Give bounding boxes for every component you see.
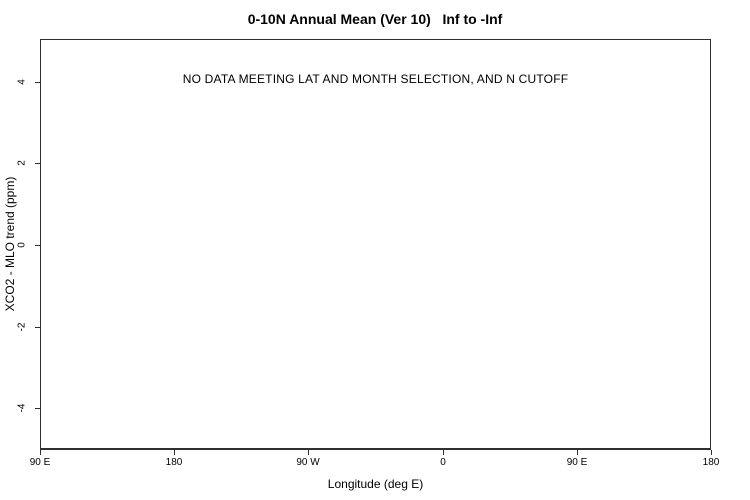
x-tick-label: 90 W [296, 457, 320, 468]
x-tick-mark [174, 450, 175, 455]
x-tick-label: 0 [440, 457, 446, 468]
y-tick-mark [35, 327, 40, 328]
y-tick-mark [35, 82, 40, 83]
plot-title: 0-10N Annual Mean (Ver 10) Inf to -Inf [247, 11, 503, 27]
x-tick-mark [40, 450, 41, 455]
y-tick-mark [35, 163, 40, 164]
x-tick-label: 90 E [29, 457, 51, 468]
x-tick-label: 90 E [566, 457, 588, 468]
x-tick-label: 180 [702, 457, 720, 468]
x-tick-label: 180 [165, 457, 183, 468]
x-tick-mark [443, 450, 444, 455]
x-axis-label: Longitude (deg E) [327, 477, 424, 491]
no-data-message: NO DATA MEETING LAT AND MONTH SELECTION,… [182, 72, 569, 86]
plot-area [40, 39, 711, 450]
y-tick-mark [35, 408, 40, 409]
x-tick-mark [711, 450, 712, 455]
x-tick-mark [577, 450, 578, 455]
y-tick-mark [35, 245, 40, 246]
x-tick-mark [308, 450, 309, 455]
